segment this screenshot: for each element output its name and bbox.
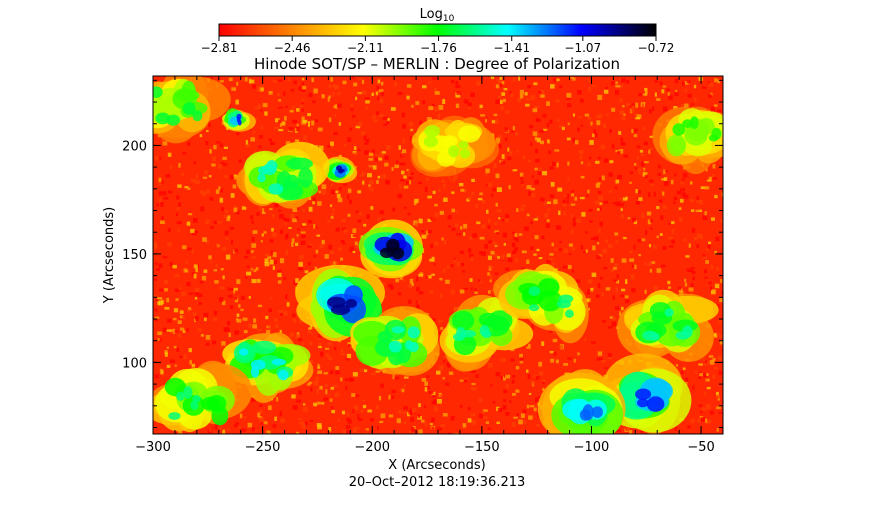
colorbar-tick-label: −0.72	[638, 41, 675, 55]
y-axis-label: Y (Arcseconds)	[102, 207, 117, 304]
heatmap-feature-pore	[322, 156, 358, 184]
y-tick-label: 100	[122, 356, 147, 371]
chart-title: Hinode SOT/SP – MERLIN : Degree of Polar…	[254, 55, 620, 73]
x-tick-label: −100	[574, 440, 610, 455]
colorbar: Log10 −2.81 −2.46 −2.11 −1.76 −1.41 −1.07 −0.7…	[201, 7, 675, 55]
x-tick-label: −250	[245, 440, 281, 455]
colorbar-tick-label: −2.11	[347, 41, 384, 55]
colorbar-gradient	[218, 23, 657, 37]
y-tick-label: 200	[122, 139, 147, 154]
heatmap-feature-network	[153, 76, 231, 144]
heatmap-feature-network	[236, 141, 330, 209]
y-axis: 100 150 200	[122, 79, 723, 428]
heatmap-area	[153, 76, 723, 434]
heatmap-feature-pore	[222, 108, 256, 132]
x-axis-label: X (Arcseconds)	[388, 458, 485, 473]
colorbar-tick-label: −1.76	[420, 41, 457, 55]
heatmap-feature-plage	[537, 369, 626, 434]
colorbar-tick-label: −2.81	[201, 41, 238, 55]
heatmap-feature-network	[222, 332, 314, 403]
heatmap-feature-network	[153, 360, 253, 433]
heatmap-feature-network	[439, 294, 534, 372]
heatmap-feature-network	[652, 106, 723, 175]
heatmap-features	[153, 76, 723, 434]
heatmap-feature-network	[616, 289, 719, 362]
x-tick-label: −50	[687, 440, 714, 455]
colorbar-ticks: −2.81 −2.46 −2.11 −1.76 −1.41 −1.07 −0.72	[201, 36, 675, 55]
x-tick-label: −200	[354, 440, 390, 455]
x-tick-label: −150	[464, 440, 500, 455]
colorbar-label: Log10	[420, 7, 455, 24]
y-tick-label: 150	[122, 248, 147, 263]
heatmap-feature-network	[350, 306, 440, 376]
heatmap-feature-sunspot	[358, 219, 424, 279]
heatmap-feature-network	[410, 115, 499, 178]
colorbar-tick-label: −2.46	[274, 41, 311, 55]
colorbar-tick-label: −1.41	[493, 41, 530, 55]
heatmap-feature-network	[493, 263, 589, 344]
colorbar-tick-label: −1.07	[564, 41, 601, 55]
timestamp: 20–Oct–2012 18:19:36.213	[349, 475, 526, 490]
x-axis: −300 −250 −200 −150 −100 −50	[135, 76, 724, 455]
x-tick-label: −300	[135, 440, 171, 455]
